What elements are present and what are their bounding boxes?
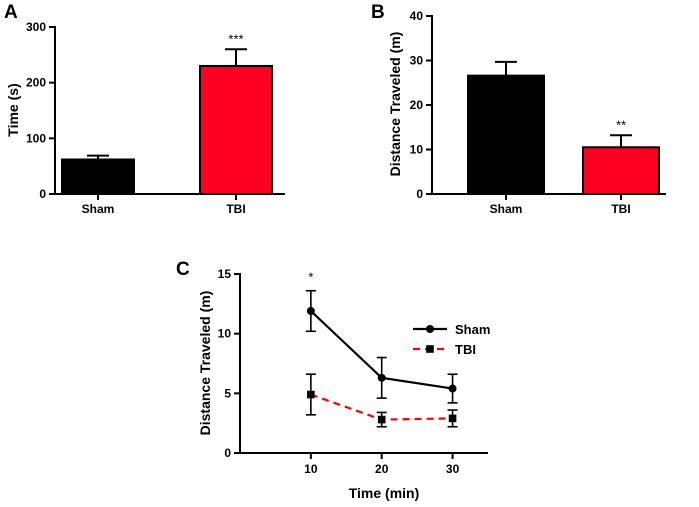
data-point-sham (448, 384, 457, 393)
panel-letter: A (4, 2, 18, 23)
x-tick-label: 10 (304, 462, 318, 476)
significance-marker: *** (228, 31, 243, 46)
x-tick-label: TBI (611, 202, 630, 216)
y-tick-label: 20 (410, 98, 424, 112)
data-point-tbi (448, 414, 457, 423)
legend-marker-tbi (426, 345, 434, 353)
data-point-tbi (377, 415, 386, 424)
y-tick-label: 30 (410, 54, 424, 68)
bar-sham (467, 74, 545, 195)
y-axis-label: Distance Traveled (m) (387, 32, 403, 177)
y-tick-label: 200 (26, 76, 46, 90)
y-tick-label: 5 (224, 386, 231, 400)
y-tick-label: 0 (416, 187, 423, 201)
chart-panel-b: B 0 10 20 30 40 Distance Traveled (m) Sham TBI ** (371, 2, 666, 216)
bar-sham (61, 158, 135, 195)
chart-panel-c: C 0 5 10 15 10 20 30 Distance Traveled (m) Time (… (176, 259, 490, 501)
y-tick-label: 100 (26, 131, 46, 145)
y-axis-label: Time (s) (5, 83, 21, 136)
x-axis-label: Time (min) (349, 485, 420, 501)
y-axis-label: Distance Traveled (m) (197, 291, 213, 436)
y-tick-label: 10 (410, 143, 424, 157)
legend-label-sham: Sham (455, 322, 490, 337)
legend-marker-sham (426, 325, 434, 333)
x-tick-label: TBI (226, 202, 245, 216)
data-point-sham (377, 373, 386, 382)
chart-panel-a: A 0 100 200 300 Time (s) Sham TBI *** (4, 2, 285, 216)
legend-label-tbi: TBI (455, 342, 476, 357)
bar-tbi (199, 64, 273, 196)
x-tick-label: 20 (375, 462, 389, 476)
panel-letter: B (371, 2, 385, 23)
data-point-tbi (307, 390, 315, 399)
x-tick-label: Sham (82, 202, 115, 216)
y-tick-label: 15 (218, 267, 232, 281)
panel-letter: C (176, 259, 190, 280)
y-tick-label: 10 (218, 327, 232, 341)
y-tick-label: 0 (39, 187, 46, 201)
significance-marker: * (308, 270, 313, 285)
data-point-sham (306, 306, 315, 315)
y-tick-label: 0 (224, 446, 231, 460)
x-tick-label: 30 (446, 462, 460, 476)
y-tick-label: 40 (410, 9, 424, 23)
y-tick-label: 300 (26, 20, 46, 34)
bar-tbi (582, 146, 660, 195)
significance-marker: ** (616, 117, 626, 132)
x-tick-label: Sham (490, 202, 523, 216)
